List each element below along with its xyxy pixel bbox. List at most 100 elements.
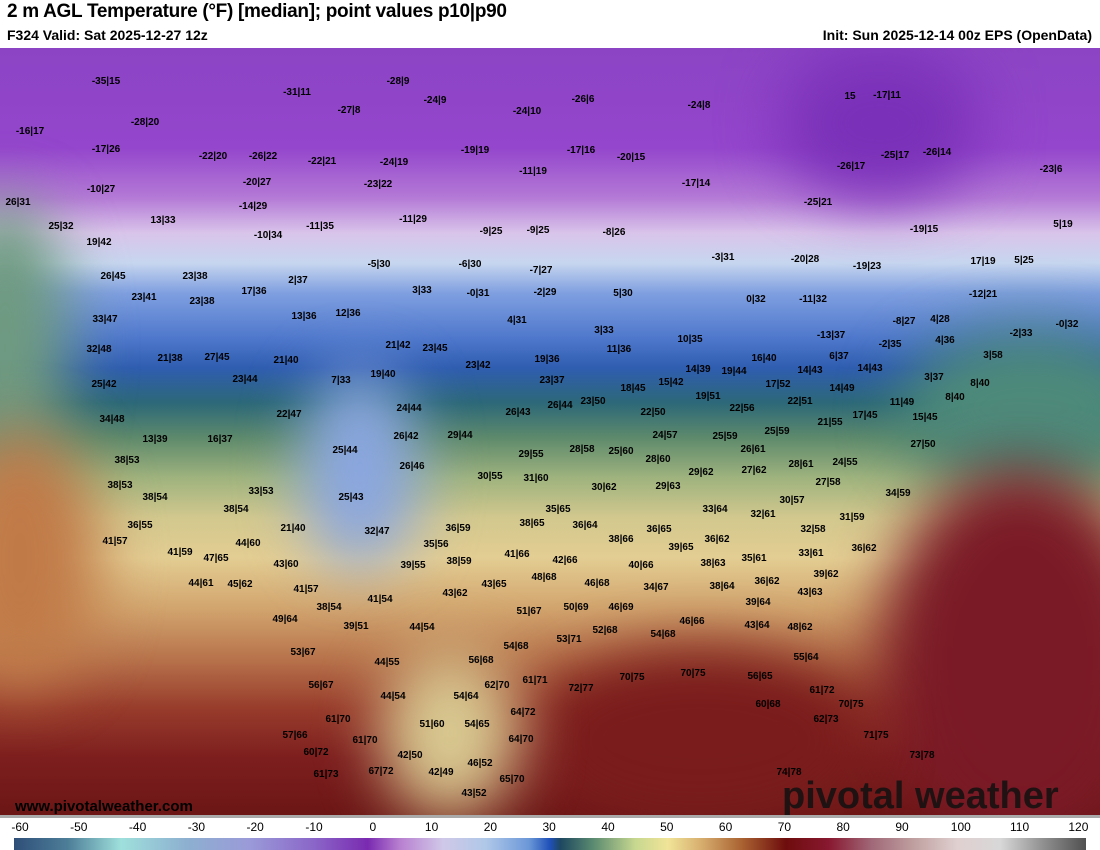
- point-value-label: 15|45: [912, 412, 938, 423]
- point-value-label: 43|52: [461, 788, 487, 799]
- point-value-label: 11|36: [606, 344, 632, 355]
- point-value-label: 36|62: [704, 534, 730, 545]
- point-value-label: 61|73: [313, 769, 339, 780]
- point-value-label: 34|59: [885, 488, 911, 499]
- point-value-label: 14|43: [797, 365, 823, 376]
- map-title: 2 m AGL Temperature (°F) [median]; point…: [7, 1, 507, 22]
- point-value-label: 38|54: [223, 504, 249, 515]
- point-value-label: 16|40: [751, 353, 777, 364]
- point-value-label: 53|71: [556, 634, 582, 645]
- point-value-label: 41|57: [102, 536, 128, 547]
- point-value-label: 25|59: [712, 431, 738, 442]
- point-value-label: 44|54: [380, 691, 406, 702]
- point-value-label: 21|40: [280, 523, 306, 534]
- point-value-label: 17|36: [241, 286, 267, 297]
- point-value-label: -5|30: [367, 259, 391, 270]
- point-value-label: 14|43: [857, 363, 883, 374]
- point-value-label: 41|54: [367, 594, 393, 605]
- point-value-label: -24|9: [423, 95, 447, 106]
- atlantic-ocean-shade: [900, 328, 1100, 488]
- header: 2 m AGL Temperature (°F) [median]; point…: [0, 0, 1100, 48]
- point-value-label: 54|68: [650, 629, 676, 640]
- point-value-label: 6|37: [829, 351, 849, 362]
- colorbar-tick-label: 100: [950, 820, 971, 834]
- point-value-label: 25|59: [764, 426, 790, 437]
- point-value-label: 26|61: [740, 444, 766, 455]
- point-value-label: -17|11: [873, 90, 901, 101]
- point-value-label: -26|17: [836, 161, 866, 172]
- point-value-label: 13|33: [150, 215, 176, 226]
- point-value-label: 5|19: [1053, 219, 1073, 230]
- point-value-label: -17|26: [91, 144, 121, 155]
- point-value-label: 36|55: [127, 520, 153, 531]
- point-value-label: -23|6: [1039, 164, 1063, 175]
- point-value-label: 38|53: [114, 455, 140, 466]
- point-value-label: -11|35: [306, 221, 334, 232]
- point-value-label: 32|48: [86, 344, 112, 355]
- point-value-label: -13|37: [816, 330, 846, 341]
- point-value-label: 22|47: [276, 409, 302, 420]
- point-value-label: 52|68: [592, 625, 618, 636]
- point-value-label: 26|46: [399, 461, 425, 472]
- point-value-label: -17|16: [566, 145, 596, 156]
- point-value-label: 3|33: [594, 325, 614, 336]
- point-value-label: 34|67: [643, 582, 669, 593]
- colorbar-tick-label: 50: [660, 820, 674, 834]
- point-value-label: -24|8: [687, 100, 711, 111]
- point-value-label: 44|55: [374, 657, 400, 668]
- point-value-label: 31|60: [523, 473, 549, 484]
- point-value-label: 24|57: [652, 430, 678, 441]
- point-value-label: -10|34: [253, 230, 283, 241]
- mexico-highlands-shade: [380, 648, 520, 815]
- point-value-label: 23|50: [580, 396, 606, 407]
- point-value-label: 39|64: [745, 597, 771, 608]
- point-value-label: 23|42: [465, 360, 491, 371]
- point-value-label: 62|73: [813, 714, 839, 725]
- point-value-label: 25|43: [338, 492, 364, 503]
- colorbar-tick-label: -50: [70, 820, 88, 834]
- point-value-label: -19|15: [909, 224, 939, 235]
- point-value-label: -17|14: [681, 178, 711, 189]
- init-time: Init: Sun 2025-12-14 00z EPS (OpenData): [822, 27, 1092, 43]
- point-value-label: 39|62: [813, 569, 839, 580]
- point-value-label: 39|55: [400, 560, 426, 571]
- point-value-label: 19|51: [695, 391, 721, 402]
- point-value-label: -3|31: [711, 252, 735, 263]
- point-value-label: 44|60: [235, 538, 261, 549]
- point-value-label: -24|10: [512, 106, 542, 117]
- point-value-label: 3|58: [983, 350, 1003, 361]
- point-value-label: 41|59: [167, 547, 193, 558]
- point-value-label: 23|38: [189, 296, 215, 307]
- point-value-label: 39|65: [668, 542, 694, 553]
- point-value-label: 13|36: [291, 311, 317, 322]
- point-value-label: 42|49: [428, 767, 454, 778]
- colorbar-tick-label: 40: [601, 820, 615, 834]
- point-value-label: 61|70: [325, 714, 351, 725]
- point-value-label: 35|61: [741, 553, 767, 564]
- rockies-cold-shade: [300, 368, 420, 568]
- point-value-label: 51|60: [419, 719, 445, 730]
- point-value-label: 54|68: [503, 641, 529, 652]
- point-value-label: -23|22: [363, 179, 393, 190]
- point-value-label: 14|49: [829, 383, 855, 394]
- point-value-label: 7|33: [331, 375, 351, 386]
- colorbar-tick-label: 10: [424, 820, 439, 834]
- pacific-ocean-shade-south: [0, 428, 100, 688]
- point-value-label: 44|54: [409, 622, 435, 633]
- point-value-label: 15|42: [658, 377, 684, 388]
- point-value-label: 25|60: [608, 446, 634, 457]
- point-value-label: 29|44: [447, 430, 473, 441]
- point-value-label: 21|42: [385, 340, 411, 351]
- point-value-label: 22|51: [787, 396, 813, 407]
- point-value-label: -11|19: [519, 166, 547, 177]
- point-value-label: -28|9: [386, 76, 410, 87]
- point-value-label: -20|27: [242, 177, 272, 188]
- point-value-label: 38|53: [107, 480, 133, 491]
- pivotal-weather-logo: pivotal weather: [782, 775, 1059, 815]
- point-value-label: 27|45: [204, 352, 230, 363]
- point-value-label: 54|64: [453, 691, 479, 702]
- colorbar-tick-label: -10: [305, 820, 323, 834]
- point-value-label: 27|58: [815, 477, 841, 488]
- hudson-bay-shade: [780, 48, 980, 198]
- point-value-label: 5|25: [1014, 255, 1034, 266]
